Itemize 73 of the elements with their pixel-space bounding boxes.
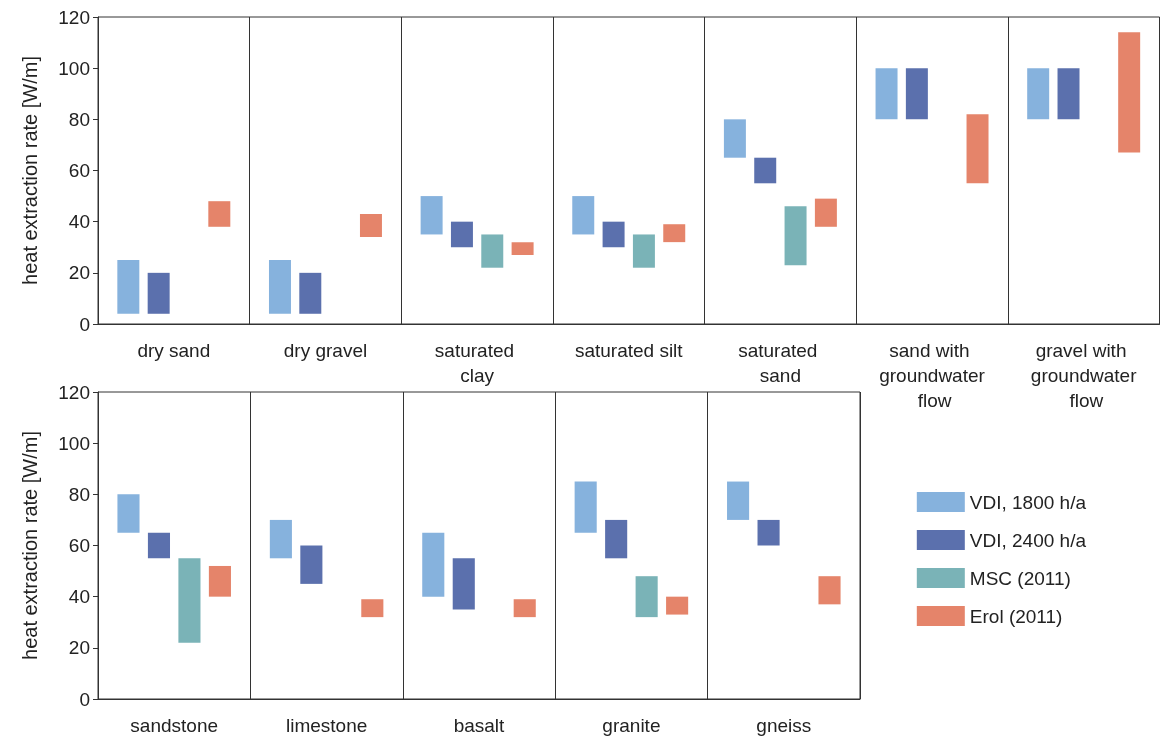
bar <box>147 272 170 314</box>
bar <box>727 481 750 520</box>
y-tick-label: 80 <box>68 108 90 130</box>
bar <box>723 119 746 158</box>
bar <box>1057 68 1080 120</box>
x-tick-label: gneiss <box>756 715 812 736</box>
bar <box>361 599 384 618</box>
y-tick-label: 0 <box>79 688 90 710</box>
bar <box>117 260 140 314</box>
y-tick-label: 40 <box>68 211 90 233</box>
bar <box>450 221 473 248</box>
y-tick-label: 20 <box>68 637 90 659</box>
y-tick-label: 100 <box>58 432 90 454</box>
x-tick-label: saturated silt <box>574 340 684 361</box>
bar <box>905 68 928 120</box>
bar <box>359 213 382 238</box>
y-tick-label: 80 <box>68 483 90 505</box>
bar <box>1118 32 1141 153</box>
bar <box>268 260 291 314</box>
bar <box>784 206 807 266</box>
bar <box>299 272 322 314</box>
x-tick-label: basalt <box>453 715 506 736</box>
bar <box>966 114 989 184</box>
x-tick-label: saturated clay <box>434 340 520 386</box>
y-tick-label: 120 <box>58 6 90 28</box>
bar <box>208 201 231 227</box>
y-tick-label: 60 <box>68 535 90 556</box>
bar <box>663 224 686 243</box>
bar <box>632 234 655 268</box>
bar <box>1027 68 1050 120</box>
x-tick-label: dry sand <box>137 340 211 361</box>
y-tick-label: 20 <box>68 262 90 284</box>
legend-label: VDI, 2400 h/a <box>969 529 1087 551</box>
x-tick-label: sand with groundwater flow <box>879 340 986 411</box>
x-tick-label: granite <box>602 715 661 736</box>
bar <box>572 196 595 235</box>
bar <box>513 599 536 618</box>
bar <box>422 532 445 597</box>
bar <box>208 565 231 597</box>
legend-label: VDI, 1800 h/a <box>969 491 1087 513</box>
bar <box>635 576 658 618</box>
bar <box>300 545 323 584</box>
y-tick-label: 100 <box>58 57 90 79</box>
bar <box>147 532 171 559</box>
bar <box>452 558 475 610</box>
bar <box>178 558 201 643</box>
bar <box>757 519 780 546</box>
x-tick-label: sandstone <box>130 715 219 736</box>
bar <box>602 221 625 248</box>
y-tick-label: 0 <box>79 313 90 335</box>
bar <box>814 198 837 227</box>
legend-label: MSC (2011) <box>969 567 1071 589</box>
y-tick-label: 120 <box>58 381 90 403</box>
bar <box>875 68 898 120</box>
x-tick-label: gravel with groundwater flow <box>1030 340 1138 411</box>
bar <box>666 596 689 615</box>
bar <box>818 576 841 605</box>
x-tick-label: limestone <box>285 715 368 736</box>
bar <box>269 519 292 559</box>
bar <box>511 242 534 255</box>
legend-label: Erol (2011) <box>969 605 1063 627</box>
y-axis-title: heat extraction rate [W/m] <box>19 431 41 660</box>
bar <box>481 234 504 268</box>
bar <box>420 196 443 235</box>
bar <box>574 481 597 533</box>
y-axis-title: heat extraction rate [W/m] <box>19 56 41 285</box>
bar <box>117 494 140 533</box>
bar <box>605 519 628 559</box>
y-tick-label: 60 <box>68 160 90 181</box>
y-tick-label: 40 <box>68 586 90 608</box>
bar <box>754 157 777 184</box>
x-tick-label: dry gravel <box>283 340 368 361</box>
x-tick-label: saturated sand <box>738 340 823 386</box>
